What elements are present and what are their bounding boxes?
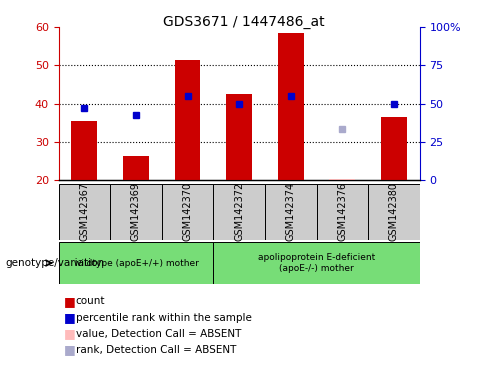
Text: wildtype (apoE+/+) mother: wildtype (apoE+/+) mother xyxy=(74,258,199,268)
Text: apolipoprotein E-deficient
(apoE-/-) mother: apolipoprotein E-deficient (apoE-/-) mot… xyxy=(258,253,375,273)
Bar xyxy=(317,184,368,240)
Bar xyxy=(368,184,420,240)
Text: GSM142369: GSM142369 xyxy=(131,182,141,240)
Text: GSM142374: GSM142374 xyxy=(285,182,296,241)
Bar xyxy=(265,184,317,240)
Text: count: count xyxy=(76,296,105,306)
Text: GSM142370: GSM142370 xyxy=(183,182,193,241)
Text: GDS3671 / 1447486_at: GDS3671 / 1447486_at xyxy=(163,15,325,29)
Text: GSM142372: GSM142372 xyxy=(234,181,244,241)
Bar xyxy=(278,33,304,180)
Text: ■: ■ xyxy=(63,327,75,340)
Bar xyxy=(71,121,97,180)
Text: GSM142380: GSM142380 xyxy=(389,182,399,240)
Bar xyxy=(213,242,420,284)
Text: GSM142367: GSM142367 xyxy=(80,182,89,241)
Text: ■: ■ xyxy=(63,295,75,308)
Text: ■: ■ xyxy=(63,311,75,324)
Bar xyxy=(162,184,213,240)
Bar xyxy=(226,94,252,180)
Text: percentile rank within the sample: percentile rank within the sample xyxy=(76,313,251,323)
Bar xyxy=(59,184,110,240)
Text: ■: ■ xyxy=(63,343,75,356)
Text: rank, Detection Call = ABSENT: rank, Detection Call = ABSENT xyxy=(76,345,236,355)
Bar xyxy=(110,184,162,240)
Text: GSM142376: GSM142376 xyxy=(337,182,347,241)
Bar xyxy=(381,117,407,180)
Text: genotype/variation: genotype/variation xyxy=(5,258,104,268)
Bar xyxy=(213,184,265,240)
Text: value, Detection Call = ABSENT: value, Detection Call = ABSENT xyxy=(76,329,241,339)
Bar xyxy=(123,156,149,180)
Bar xyxy=(329,179,355,180)
Bar xyxy=(175,60,201,180)
Bar xyxy=(59,242,213,284)
